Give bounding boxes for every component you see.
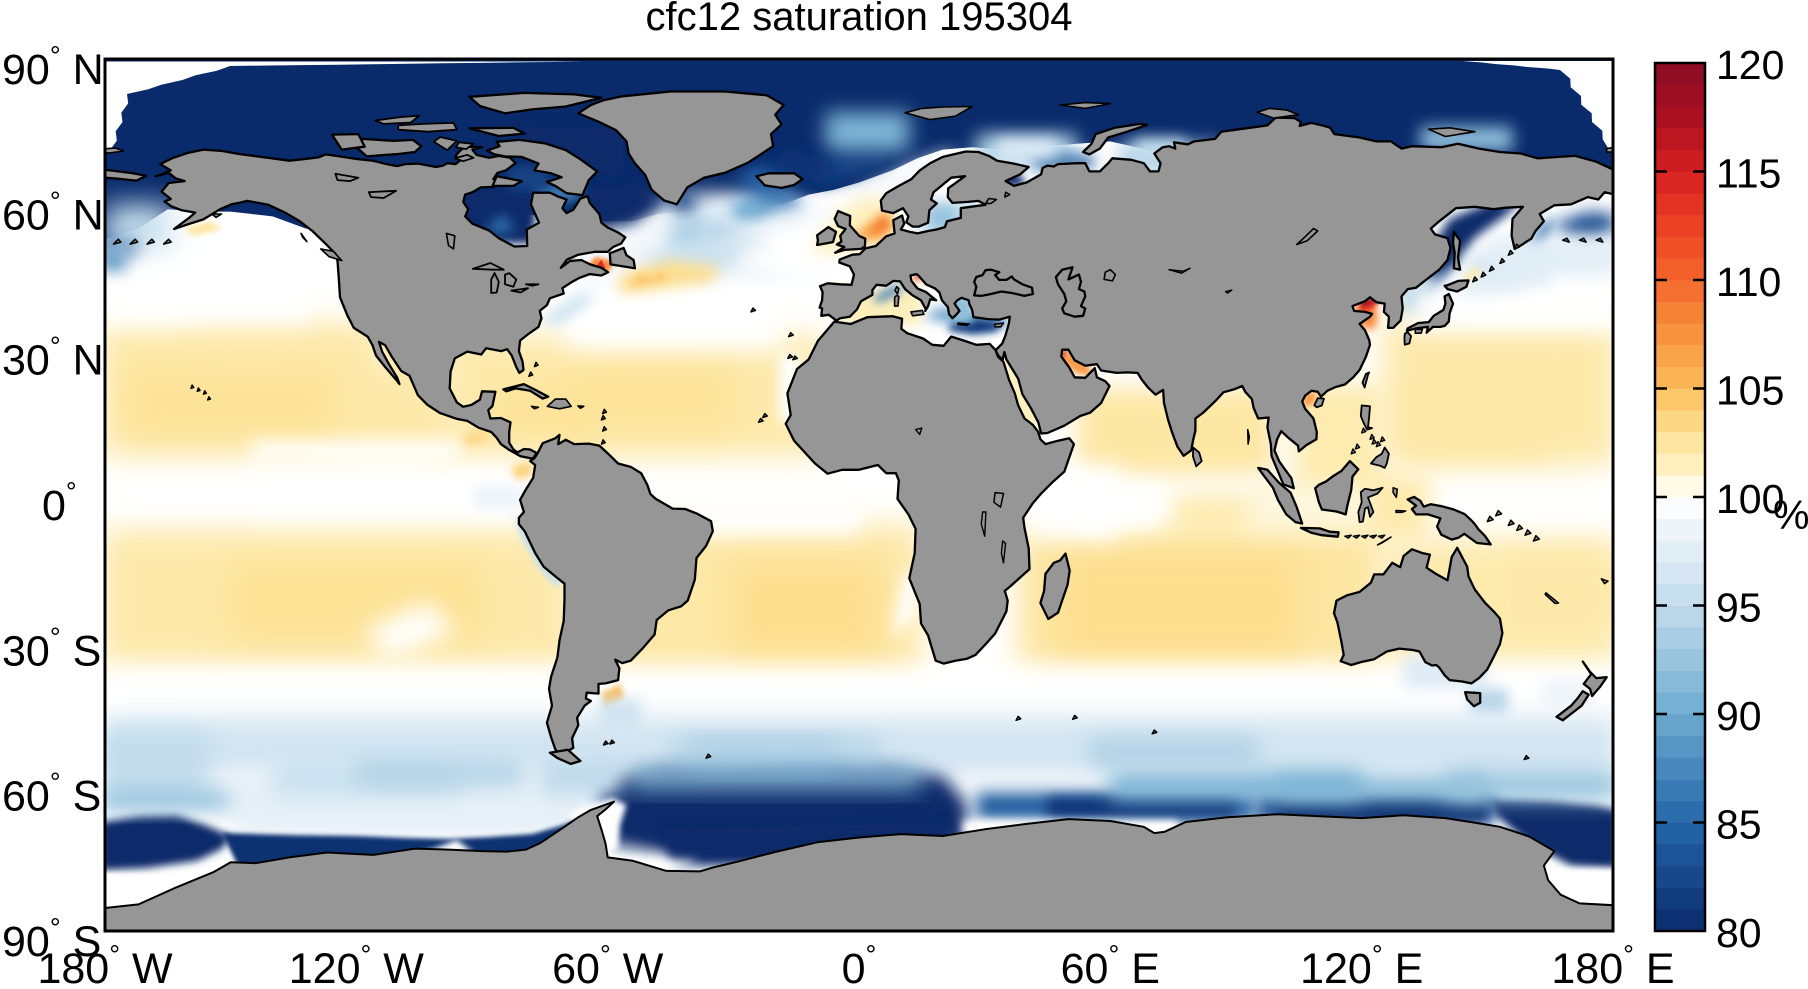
svg-text:105: 105 [1716,368,1784,414]
svg-text:115: 115 [1716,151,1781,197]
svg-text:30° S: 30° S [2,622,101,675]
svg-text:80: 80 [1716,910,1762,956]
svg-text:180° W: 180° W [37,940,173,984]
svg-text:85: 85 [1716,802,1762,848]
svg-text:110: 110 [1716,259,1781,305]
svg-text:120: 120 [1716,42,1784,88]
svg-text:%: % [1773,492,1808,538]
svg-text:30° N: 30° N [2,332,104,385]
svg-text:90° N: 90° N [2,41,104,94]
svg-text:90: 90 [1716,693,1762,739]
svg-text:cfc12 saturation 195304: cfc12 saturation 195304 [646,0,1073,39]
svg-text:95: 95 [1716,585,1762,631]
svg-text:180° E: 180° E [1551,940,1674,984]
svg-text:120° E: 120° E [1300,940,1423,984]
svg-text:100: 100 [1716,476,1784,522]
svg-text:120° W: 120° W [289,940,425,984]
